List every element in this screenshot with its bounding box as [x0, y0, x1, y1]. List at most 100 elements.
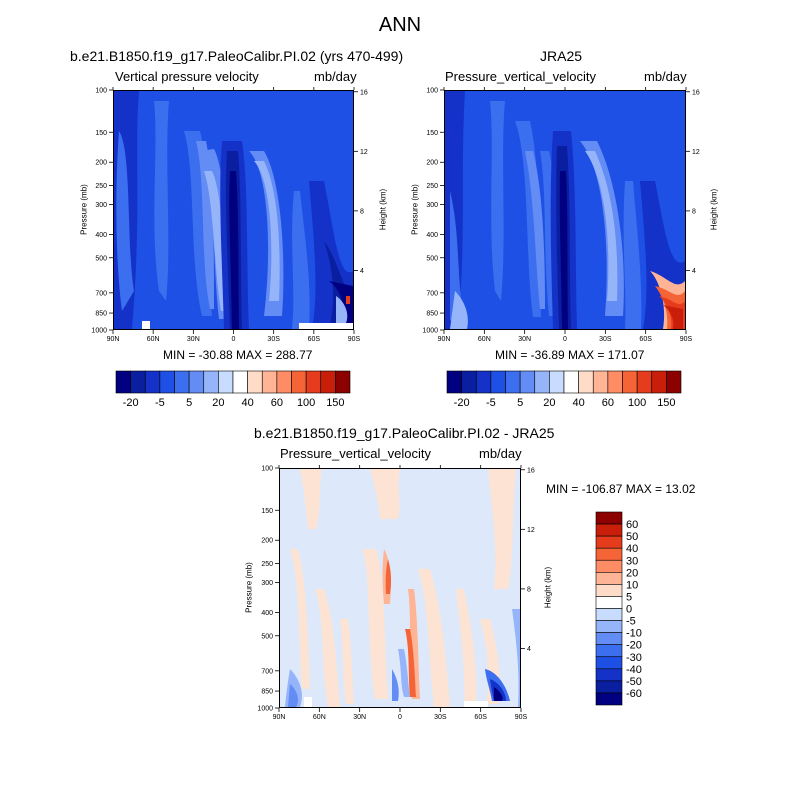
obs-pressure-label-850: 850 — [426, 311, 438, 318]
model-colorbar-label-7: 150 — [326, 397, 344, 409]
model-height-label-8: 8 — [360, 208, 364, 215]
diff-colorbar-cell-13 — [595, 668, 623, 682]
diff-colorbar-cell-8 — [595, 608, 623, 621]
obs-colorbar-cell-0 — [446, 370, 462, 394]
model-height-label-16: 16 — [360, 89, 368, 96]
obs-colorbar-label-4: 40 — [573, 397, 585, 409]
model-colorbar-cell-11 — [276, 370, 292, 394]
diff-pressure-label-300: 300 — [261, 580, 273, 587]
obs-colorbar-cell-14 — [651, 370, 667, 394]
diff-colorbar-cell-1 — [595, 523, 623, 537]
diff-colorbar-cell-4 — [595, 559, 623, 573]
model-lat-label-2: 30N — [187, 336, 200, 343]
model-height-label-12: 12 — [360, 149, 368, 156]
model-colorbar-cell-15 — [335, 370, 351, 394]
model-case-title: b.e21.B1850.f19_g17.PaleoCalibr.PI.02 (y… — [70, 48, 404, 64]
diff-pressure-label-250: 250 — [261, 561, 273, 568]
diff-y2-axis-title: Height (km) — [543, 566, 553, 609]
diff-colorbar-label-6: 5 — [626, 591, 632, 603]
obs-colorbar-cell-7 — [549, 370, 565, 394]
diff-colorbar-label-9: -10 — [626, 628, 642, 640]
diff-pressure-label-500: 500 — [261, 633, 273, 640]
diff-colorbar-label-7: 0 — [626, 604, 632, 616]
model-colorbar-label-1: -5 — [155, 397, 165, 409]
obs-pressure-label-700: 700 — [426, 290, 438, 297]
obs-pressure-label-1000: 1000 — [422, 328, 438, 335]
diff-lat-label-2: 30N — [353, 714, 366, 721]
model-pressure-label-1000: 1000 — [91, 328, 107, 335]
model-colorbar-cell-7 — [218, 370, 234, 394]
model-pressure-label-700: 700 — [95, 290, 107, 297]
obs-variable-label: Pressure_vertical_velocity — [445, 69, 597, 84]
obs-y2-axis-title: Height (km) — [709, 188, 719, 231]
obs-colorbar-cell-15 — [666, 370, 682, 394]
model-colorbar-cell-2 — [144, 370, 161, 394]
diff-height-label-8: 8 — [527, 586, 531, 593]
obs-contour-plot — [444, 90, 686, 330]
diff-colorbar-cell-15 — [595, 692, 623, 706]
model-pressure-label-300: 300 — [95, 202, 107, 209]
diff-pressure-label-850: 850 — [261, 689, 273, 696]
model-contour-plot — [113, 90, 354, 330]
obs-colorbar-cell-4 — [505, 370, 521, 394]
diff-lat-label-1: 60N — [313, 714, 326, 721]
diff-y-axis-title: Pressure (mb) — [244, 562, 254, 613]
obs-height-label-8: 8 — [692, 208, 696, 215]
obs-lat-label-5: 60S — [639, 336, 652, 343]
model-pressure-label-200: 200 — [95, 160, 107, 167]
obs-pressure-label-150: 150 — [426, 130, 438, 137]
model-units-label: mb/day — [314, 69, 357, 84]
obs-colorbar-cell-3 — [490, 370, 506, 394]
diff-colorbar-label-2: 40 — [626, 543, 638, 555]
model-pressure-label-850: 850 — [95, 311, 107, 318]
model-colorbar-cell-13 — [305, 370, 322, 394]
obs-lat-label-3: 0 — [563, 336, 567, 343]
model-lat-label-4: 30S — [267, 336, 280, 343]
diff-case-title: b.e21.B1850.f19_g17.PaleoCalibr.PI.02 - … — [254, 425, 555, 441]
model-height-label-4: 4 — [360, 268, 364, 275]
model-colorbar-label-3: 20 — [212, 397, 224, 409]
model-colorbar-label-6: 100 — [297, 397, 315, 409]
obs-colorbar-label-6: 100 — [628, 397, 646, 409]
model-colorbar-cell-4 — [174, 370, 190, 394]
diff-pressure-label-400: 400 — [261, 610, 273, 617]
diff-contour-plot — [279, 468, 521, 708]
obs-lat-label-1: 60N — [478, 336, 491, 343]
obs-pressure-label-200: 200 — [426, 160, 438, 167]
obs-pressure-label-400: 400 — [426, 232, 438, 239]
obs-colorbar-label-1: -5 — [486, 397, 496, 409]
diff-colorbar-cell-5 — [595, 572, 623, 585]
diff-colorbar-label-13: -50 — [626, 676, 642, 688]
diff-lat-label-5: 60S — [474, 714, 487, 721]
model-pressure-label-150: 150 — [95, 130, 107, 137]
model-colorbar-cell-3 — [159, 370, 175, 394]
diff-colorbar-cell-14 — [595, 680, 623, 694]
diff-colorbar-cell-2 — [595, 535, 623, 549]
obs-lat-label-4: 30S — [599, 336, 612, 343]
model-y2-axis-title: Height (km) — [378, 188, 388, 231]
obs-case-title: JRA25 — [540, 48, 583, 64]
model-colorbar-cell-1 — [130, 370, 146, 394]
model-colorbar-label-5: 60 — [271, 397, 283, 409]
diff-lat-label-3: 0 — [398, 714, 402, 721]
model-lat-label-6: 90S — [348, 336, 361, 343]
diff-height-label-16: 16 — [527, 467, 535, 474]
model-colorbar-cell-5 — [188, 370, 205, 394]
obs-colorbar-cell-11 — [607, 370, 623, 394]
diff-colorbar-label-4: 20 — [626, 567, 638, 579]
model-colorbar-cell-14 — [320, 370, 336, 394]
model-pressure-label-400: 400 — [95, 232, 107, 239]
diff-colorbar-label-8: -5 — [626, 616, 636, 628]
diff-colorbar-label-14: -60 — [626, 688, 642, 700]
obs-pressure-label-250: 250 — [426, 183, 438, 190]
diff-height-label-12: 12 — [527, 527, 535, 534]
model-lat-label-0: 90N — [107, 336, 120, 343]
obs-colorbar-cell-1 — [461, 370, 477, 394]
obs-lat-label-2: 30N — [518, 336, 531, 343]
model-pressure-label-250: 250 — [95, 183, 107, 190]
diff-colorbar-label-1: 50 — [626, 531, 638, 543]
obs-lat-label-6: 90S — [680, 336, 693, 343]
obs-colorbar-cell-12 — [622, 370, 638, 394]
model-y-axis-title: Pressure (mb) — [79, 184, 89, 235]
diff-pressure-label-150: 150 — [261, 508, 273, 515]
